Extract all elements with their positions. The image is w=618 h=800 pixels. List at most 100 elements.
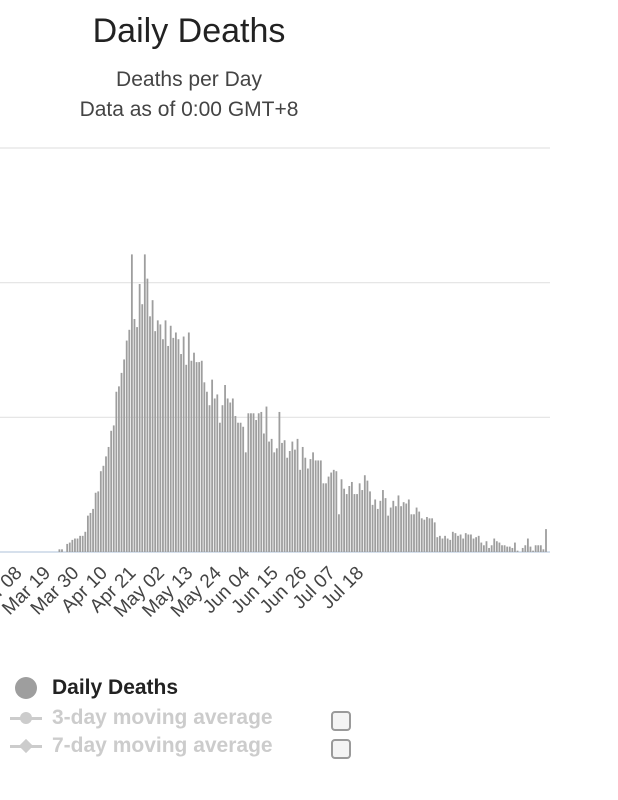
bar[interactable] xyxy=(501,545,503,552)
bar[interactable] xyxy=(177,339,180,552)
bar[interactable] xyxy=(218,422,221,552)
bar[interactable] xyxy=(244,452,247,552)
bar[interactable] xyxy=(327,476,330,552)
bar[interactable] xyxy=(526,538,529,552)
bar[interactable] xyxy=(61,549,63,552)
bar[interactable] xyxy=(224,385,226,552)
bar[interactable] xyxy=(110,430,113,552)
bar[interactable] xyxy=(516,550,519,552)
bar[interactable] xyxy=(330,472,333,552)
bar[interactable] xyxy=(338,514,340,552)
bar[interactable] xyxy=(268,441,270,552)
bar[interactable] xyxy=(470,534,472,552)
bar[interactable] xyxy=(138,284,141,552)
bar[interactable] xyxy=(312,452,314,552)
bar[interactable] xyxy=(524,545,527,552)
bar[interactable] xyxy=(379,500,382,552)
bar[interactable] xyxy=(216,394,219,552)
bar[interactable] xyxy=(288,451,291,552)
bar[interactable] xyxy=(534,545,537,552)
bar[interactable] xyxy=(325,483,327,552)
bar[interactable] xyxy=(405,503,408,552)
bar[interactable] xyxy=(242,426,245,552)
bar[interactable] xyxy=(286,457,289,552)
bar[interactable] xyxy=(283,440,286,552)
bar[interactable] xyxy=(438,535,441,552)
bar[interactable] xyxy=(464,533,467,552)
bar[interactable] xyxy=(477,535,480,552)
bar[interactable] xyxy=(164,320,167,552)
toggle-3-day-average-checkbox[interactable] xyxy=(331,711,351,731)
bar[interactable] xyxy=(68,542,71,552)
bar[interactable] xyxy=(545,529,547,552)
bar[interactable] xyxy=(309,459,312,552)
bar[interactable] xyxy=(475,537,478,552)
bar[interactable] xyxy=(187,332,190,552)
bar[interactable] xyxy=(58,549,61,552)
bar[interactable] xyxy=(167,345,170,552)
bar[interactable] xyxy=(291,441,294,552)
bar[interactable] xyxy=(480,542,483,552)
bar[interactable] xyxy=(413,514,415,552)
bar[interactable] xyxy=(262,433,265,552)
bar[interactable] xyxy=(208,405,211,552)
bar[interactable] xyxy=(426,516,428,552)
bar[interactable] xyxy=(247,413,250,552)
bar[interactable] xyxy=(514,542,516,552)
bar[interactable] xyxy=(389,507,392,552)
bar[interactable] xyxy=(353,494,356,552)
bar[interactable] xyxy=(273,452,276,552)
bar[interactable] xyxy=(265,406,268,552)
bar[interactable] xyxy=(296,438,299,552)
bar[interactable] xyxy=(195,362,198,552)
bar[interactable] xyxy=(169,325,172,552)
bar[interactable] xyxy=(459,534,462,552)
bar[interactable] xyxy=(361,490,364,552)
bar[interactable] xyxy=(151,300,154,552)
bar[interactable] xyxy=(400,506,402,552)
bar[interactable] xyxy=(407,499,410,552)
bar[interactable] xyxy=(472,538,475,552)
bar[interactable] xyxy=(221,405,224,552)
bar[interactable] xyxy=(343,488,346,552)
bar[interactable] xyxy=(402,502,405,552)
bar[interactable] xyxy=(141,304,144,552)
bar[interactable] xyxy=(79,535,82,552)
bar[interactable] xyxy=(133,319,136,552)
bar[interactable] xyxy=(112,425,115,552)
bar[interactable] xyxy=(428,518,431,552)
bar[interactable] xyxy=(294,449,296,552)
bar[interactable] xyxy=(66,543,69,552)
bar[interactable] xyxy=(394,506,397,552)
bar[interactable] xyxy=(532,550,534,552)
bar[interactable] xyxy=(250,413,252,552)
bar[interactable] xyxy=(374,499,377,552)
bar[interactable] xyxy=(89,512,92,552)
bar[interactable] xyxy=(493,538,496,552)
bar[interactable] xyxy=(125,340,128,552)
bar[interactable] xyxy=(542,549,545,552)
bar[interactable] xyxy=(319,460,322,552)
bar[interactable] xyxy=(107,446,110,552)
bar[interactable] xyxy=(159,324,162,552)
legend-item-daily-deaths[interactable]: Daily Deaths xyxy=(10,674,178,702)
bar[interactable] xyxy=(371,504,374,552)
bar[interactable] xyxy=(257,413,260,552)
bar[interactable] xyxy=(382,490,384,552)
bar[interactable] xyxy=(503,545,506,552)
legend-item-3-day-average[interactable]: 3-day moving average xyxy=(10,704,273,732)
bar[interactable] xyxy=(231,398,234,552)
bar[interactable] xyxy=(488,547,490,552)
bar[interactable] xyxy=(162,339,164,552)
bar[interactable] xyxy=(498,542,501,552)
legend-item-7-day-average[interactable]: 7-day moving average xyxy=(10,732,273,760)
bar[interactable] xyxy=(451,531,454,552)
bar[interactable] xyxy=(387,515,390,552)
bar[interactable] xyxy=(358,483,361,552)
bar[interactable] xyxy=(74,538,76,552)
bar[interactable] xyxy=(482,545,485,552)
bar[interactable] xyxy=(149,316,151,552)
bar[interactable] xyxy=(495,541,498,552)
bar[interactable] xyxy=(423,519,426,552)
bar[interactable] xyxy=(229,402,232,552)
